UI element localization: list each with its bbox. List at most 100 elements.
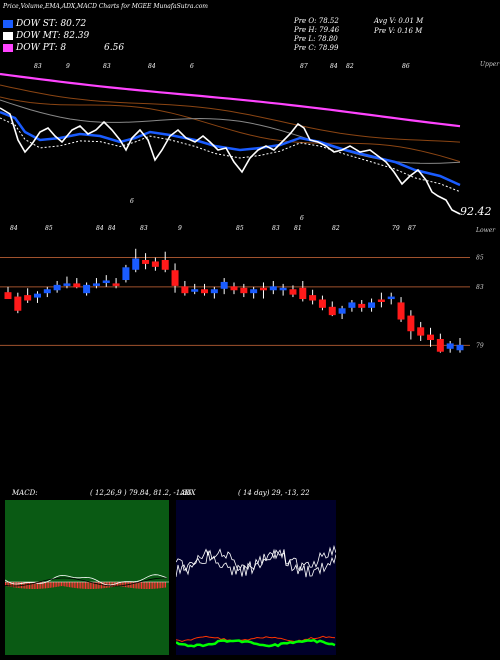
prev-volume: Pre V: 0.16 M <box>374 27 423 35</box>
macd-histogram-bar <box>35 582 37 589</box>
lower-tag: Lower <box>476 227 496 234</box>
macd-histogram-bar <box>49 582 51 588</box>
candle-up <box>122 267 130 281</box>
bottom-date-label: 85 <box>236 225 244 232</box>
macd-histogram-bar <box>14 582 16 588</box>
legend-dow-mt: DOW MT: 82.39 <box>0 30 89 41</box>
macd-histogram-bar <box>33 582 35 589</box>
macd-panel <box>5 500 169 655</box>
price-level-label: 83 <box>476 284 484 291</box>
macd-histogram-bar <box>29 582 30 589</box>
legend-swatch-pt <box>3 43 13 52</box>
candle-up <box>132 258 140 270</box>
macd-histogram-bar <box>89 582 91 589</box>
macd-histogram-bar <box>30 582 32 589</box>
macd-histogram-bar <box>123 582 125 587</box>
adx-plus-di <box>176 544 336 576</box>
macd-histogram-bar <box>160 582 162 589</box>
candle-up <box>446 343 454 349</box>
macd-histogram-bar <box>83 582 85 589</box>
macd-histogram-bar <box>147 582 149 589</box>
price-level-label: 85 <box>476 255 484 262</box>
macd-histogram-bar <box>38 582 40 589</box>
macd-histogram-bar <box>149 582 150 589</box>
macd-histogram-bar <box>59 582 61 587</box>
macd-histogram-bar <box>129 582 131 588</box>
macd-histogram-bar <box>46 582 48 589</box>
macd-histogram-bar <box>78 582 80 589</box>
macd-chart <box>5 574 169 589</box>
bottom-date-label: 79 <box>392 225 400 232</box>
macd-histogram-bar <box>73 582 75 588</box>
candle-down <box>171 270 179 286</box>
candle-down <box>358 303 366 308</box>
upper-tag: Upper <box>480 61 500 68</box>
candle-up <box>102 280 110 283</box>
candle-down <box>309 295 317 301</box>
macd-histogram-bar <box>88 582 90 589</box>
macd-histogram-bar <box>72 582 74 588</box>
candle-up <box>191 289 199 292</box>
macd-histogram-bar <box>5 582 6 586</box>
top-date-label: 83 <box>103 63 111 70</box>
macd-histogram-bar <box>25 582 27 589</box>
macd-histogram-bar <box>94 582 96 589</box>
candle-down <box>299 287 307 300</box>
macd-histogram-bar <box>99 582 101 589</box>
macd-histogram-bar <box>161 582 163 588</box>
candle-up <box>338 308 346 314</box>
candle-up <box>33 293 41 298</box>
candle-down <box>427 334 435 341</box>
legend-label-mt: DOW MT: 82.39 <box>16 30 90 41</box>
candle-down <box>181 286 189 294</box>
macd-histogram-bar <box>69 582 70 588</box>
candle-down <box>318 299 326 308</box>
dow-mt-dashed <box>0 117 461 193</box>
bottom-date-label: 83 <box>140 225 148 232</box>
macd-label: MACD: <box>12 489 38 497</box>
macd-histogram-bar <box>141 582 142 589</box>
candle-down <box>73 283 81 288</box>
adx-label: ADX <box>180 489 196 497</box>
macd-histogram-bar <box>153 582 155 589</box>
top-date-label: 86 <box>402 63 410 70</box>
candle-down <box>24 295 32 301</box>
macd-histogram-bar <box>152 582 154 589</box>
legend-pt-suffix: 6.56 <box>104 43 125 53</box>
macd-histogram-bar <box>8 582 10 587</box>
macd-histogram-bar <box>101 582 102 589</box>
macd-histogram-bar <box>145 582 147 589</box>
adx-red-line <box>176 635 336 643</box>
macd-histogram-bar <box>6 582 8 587</box>
macd-histogram-bar <box>45 582 46 589</box>
macd-histogram-bar <box>77 582 78 589</box>
macd-histogram-bar <box>16 582 18 588</box>
macd-histogram-bar <box>56 582 58 587</box>
candle-down <box>161 259 169 270</box>
candle-up <box>83 284 91 294</box>
legend-label-pt: DOW PT: 8 <box>16 42 67 53</box>
macd-histogram-bar <box>41 582 43 589</box>
bottom-date-label: 81 <box>294 225 302 232</box>
macd-histogram-bar <box>121 582 123 587</box>
candle-down <box>14 296 22 311</box>
last-price-label: 92.42 <box>460 205 492 218</box>
macd-histogram-bar <box>136 582 138 589</box>
adx-green-line <box>176 638 336 648</box>
macd-line <box>5 574 168 586</box>
candle-up <box>63 283 71 286</box>
candle-up <box>456 344 464 351</box>
bottom-date-label: 84 <box>108 225 116 232</box>
ema-band-upper <box>0 84 461 143</box>
candle-up <box>269 286 277 291</box>
macd-histogram-bar <box>53 582 54 588</box>
candle-down <box>328 306 336 316</box>
macd-histogram-bar <box>57 582 59 587</box>
candle-down <box>436 339 444 352</box>
bottom-date-label: 85 <box>45 225 53 232</box>
macd-histogram-bar <box>133 582 134 589</box>
misc-label: 6 <box>300 215 304 222</box>
macd-histogram-bar <box>115 582 117 587</box>
chart-title: Price,Volume,EMA,ADX,MACD Charts for MGE… <box>3 3 208 10</box>
macd-histogram-bar <box>97 582 99 589</box>
